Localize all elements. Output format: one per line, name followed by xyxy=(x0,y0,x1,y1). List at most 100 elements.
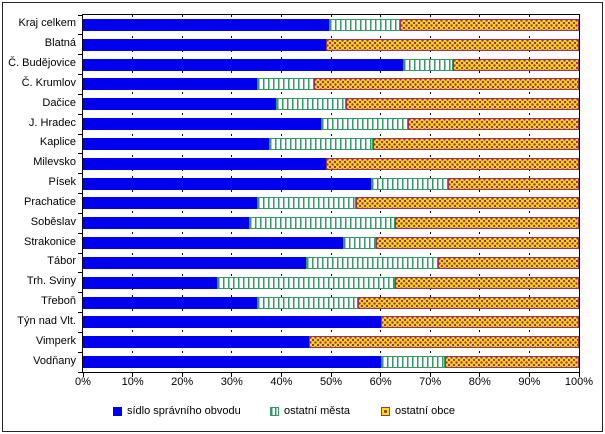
category-label: Č. Budějovice xyxy=(8,57,76,70)
x-axis-tick xyxy=(528,373,530,377)
bar-segment xyxy=(83,296,257,309)
bar-row xyxy=(83,58,579,71)
y-axis-tick xyxy=(78,93,82,95)
bar-segment xyxy=(358,296,579,309)
bar-segment xyxy=(447,177,579,190)
x-axis-tick xyxy=(181,373,183,377)
x-tick-label: 70% xyxy=(419,376,442,388)
gridline-20 xyxy=(181,15,183,372)
bar-segment xyxy=(256,197,356,210)
bar-segment xyxy=(83,137,269,150)
y-axis-tick xyxy=(78,312,82,313)
bar-segment xyxy=(83,18,329,31)
category-label: Milevsko xyxy=(33,156,76,169)
category-label: Strakonice xyxy=(24,235,76,248)
bar-segment xyxy=(83,58,403,71)
y-axis-tick xyxy=(78,272,82,274)
bar-segment xyxy=(269,137,374,150)
bar-segment xyxy=(83,157,327,170)
bar-row xyxy=(83,356,579,369)
legend-label: ostatní obce xyxy=(395,405,455,417)
bar-row xyxy=(83,256,579,269)
category-label: Kraj celkem xyxy=(18,17,76,30)
gridline-60 xyxy=(380,15,382,372)
plot-area xyxy=(78,14,580,377)
bar-segment xyxy=(407,118,579,131)
legend-label: ostatní města xyxy=(284,405,351,417)
x-axis-tick xyxy=(330,373,332,377)
category-label: Vimperk xyxy=(35,334,76,347)
x-axis-tick xyxy=(280,373,282,377)
y-axis-tick xyxy=(78,252,82,254)
x-tick-label: 50% xyxy=(319,376,343,388)
bar-segment xyxy=(343,237,376,250)
bar-row xyxy=(83,18,579,31)
bar-segment xyxy=(83,237,344,250)
bar-row xyxy=(83,197,579,210)
legend-item: ostatní města xyxy=(270,404,350,418)
legend-item: sídlo správního obvodu xyxy=(113,404,241,418)
bar-segment xyxy=(83,256,307,269)
legend-item: ostatní obce xyxy=(381,404,455,418)
bar-segment xyxy=(249,217,396,230)
bar-segment xyxy=(83,118,322,131)
gridline-30 xyxy=(231,15,233,372)
x-tick-label: 60% xyxy=(369,376,392,388)
bar-segment xyxy=(380,356,446,369)
y-axis-tick xyxy=(78,153,82,155)
legend-swatch-green-stripes xyxy=(270,406,279,416)
bar-segment xyxy=(256,78,314,91)
bar-segment xyxy=(326,157,579,170)
bar-segment xyxy=(83,356,381,369)
gridline-10 xyxy=(132,15,134,372)
legend-swatch-orange-dots xyxy=(381,406,390,416)
x-axis-tick xyxy=(380,373,382,377)
bar-row xyxy=(83,276,579,289)
x-axis-tick xyxy=(231,373,233,377)
bar-segment xyxy=(308,336,579,349)
bar-segment xyxy=(83,276,217,289)
bar-row xyxy=(83,217,579,230)
bar-row xyxy=(83,98,579,111)
x-tick-label: 100% xyxy=(564,376,594,388)
bar-row xyxy=(83,38,579,51)
y-axis-tick xyxy=(78,292,82,294)
bar-segment xyxy=(345,98,579,111)
bar-row xyxy=(83,177,579,190)
x-tick-label: 10% xyxy=(121,376,144,388)
bar-segment xyxy=(313,78,579,91)
gridline-40 xyxy=(280,15,282,372)
bar-row xyxy=(83,336,579,349)
category-label: Č. Krumlov xyxy=(21,76,76,89)
x-axis-tick xyxy=(132,373,134,377)
y-axis-tick xyxy=(78,34,82,36)
category-label: Vodňany xyxy=(33,354,76,367)
x-tick-label: 80% xyxy=(468,376,491,388)
gridline-80 xyxy=(479,15,481,372)
category-label: Třeboň xyxy=(41,295,76,308)
x-tick-label: 40% xyxy=(270,376,293,388)
y-axis-tick xyxy=(78,113,82,115)
bar-segment xyxy=(326,38,579,51)
y-axis-tick xyxy=(78,371,82,373)
y-axis-tick xyxy=(78,74,82,75)
gridline-90 xyxy=(528,15,530,372)
x-tick-label: 30% xyxy=(220,376,243,388)
bar-row xyxy=(83,316,579,329)
x-axis-tick xyxy=(429,373,431,377)
bar-segment xyxy=(216,276,396,289)
x-tick-label: 90% xyxy=(518,376,541,388)
bar-segment xyxy=(83,78,257,91)
bar-row xyxy=(83,157,579,170)
bar-segment xyxy=(83,316,381,329)
bar-row xyxy=(83,78,579,91)
bar-segment xyxy=(306,256,438,269)
y-axis-tick xyxy=(78,54,82,56)
bar-segment xyxy=(373,137,579,150)
y-axis-tick xyxy=(78,351,82,353)
bar-segment xyxy=(400,18,579,31)
bar-segment xyxy=(83,38,327,51)
x-axis-tick xyxy=(479,373,481,377)
x-axis-tick xyxy=(578,373,580,377)
